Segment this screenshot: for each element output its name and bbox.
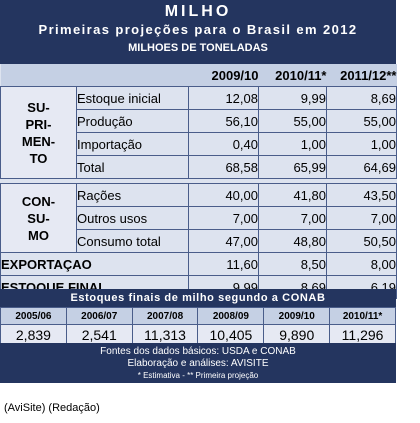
table-row: Total 68,58 65,99 64,69 (1, 155, 397, 179)
footer-sources: Fontes dos dados básicos: USDA e CONAB (100, 346, 296, 357)
cell: 68,58 (188, 155, 259, 179)
cell: 43,50 (326, 183, 397, 207)
footer-notes: * Estimativa - ** Primeira projeção (137, 371, 259, 380)
caption: (AviSite) (Redação) (4, 402, 100, 414)
value-cell: 9,890 (263, 324, 331, 346)
table-row: Importação 0,40 1,00 1,00 (1, 132, 397, 156)
table-row: Consumo total 47,00 48,80 50,50 (1, 229, 397, 253)
cell: 55,00 (326, 109, 397, 133)
row-label: Total (76, 155, 189, 179)
value-cell: 11,313 (131, 324, 199, 346)
value-cell: 2,541 (65, 324, 133, 346)
row-label: Outros usos (76, 206, 189, 230)
cell: 7,00 (188, 206, 259, 230)
row-label: Produção (76, 109, 189, 133)
conab-year-row: 2005/06 2006/07 2007/08 2008/09 2009/10 … (0, 307, 396, 325)
year-cell: 2008/09 (197, 307, 265, 325)
cell: 7,00 (258, 206, 327, 230)
cell: 56,10 (188, 109, 259, 133)
suprimento-label: SU- PRI- MEN- TO (0, 86, 77, 179)
year-cell: 2006/07 (65, 307, 133, 325)
header-row: 2009/10 2010/11* 2011/12** (0, 64, 397, 87)
unit-label: MILHOES DE TONELADAS (128, 42, 268, 54)
col-header: 2009/10 (188, 64, 259, 87)
cell: 40,00 (188, 183, 259, 207)
col-header: 2010/11* (258, 64, 327, 87)
year-cell: 2010/11* (329, 307, 396, 325)
conab-table: 2005/06 2006/07 2007/08 2008/09 2009/10 … (0, 307, 396, 346)
milho-table-image: MILHO Primeiras projeções para o Brasil … (0, 0, 397, 383)
cell: 7,00 (326, 206, 397, 230)
row-label: Importação (76, 132, 189, 156)
year-cell: 2005/06 (0, 307, 67, 325)
year-cell: 2009/10 (263, 307, 331, 325)
cell: 8,69 (326, 86, 397, 110)
cell: 41,80 (258, 183, 327, 207)
cell: 8,00 (326, 252, 397, 276)
year-cell: 2007/08 (131, 307, 199, 325)
cell: 55,00 (258, 109, 327, 133)
cell: 64,69 (326, 155, 397, 179)
table-title: MILHO (164, 3, 232, 20)
value-cell: 2,839 (0, 324, 67, 346)
row-label: Consumo total (76, 229, 189, 253)
table-row: SU- PRI- MEN- TO Estoque inicial 12,08 9… (0, 86, 397, 179)
title-box: MILHO Primeiras projeções para o Brasil … (0, 0, 396, 64)
table-row: CON- SU- MO Rações 40,00 41,80 43,50 (0, 183, 397, 253)
value-cell: 11,296 (329, 324, 396, 346)
cell: 65,99 (258, 155, 327, 179)
cell: 47,00 (188, 229, 259, 253)
cell: 12,08 (188, 86, 259, 110)
row-label: Rações (76, 183, 189, 207)
table-subtitle: Primeiras projeções para o Brasil em 201… (38, 22, 358, 37)
cell: 8,50 (258, 252, 327, 276)
cell: 1,00 (326, 132, 397, 156)
conab-title: Estoques finais de milho segundo a CONAB (0, 289, 396, 307)
cell: 48,80 (258, 229, 327, 253)
cell: 50,50 (326, 229, 397, 253)
col-header: 2011/12** (326, 64, 397, 87)
cell: 0,40 (188, 132, 259, 156)
table-row: Produção 56,10 55,00 55,00 (1, 109, 397, 133)
cell: 1,00 (258, 132, 327, 156)
consumo-label: CON- SU- MO (0, 183, 77, 253)
cell: 11,60 (188, 252, 259, 276)
row-label: EXPORTAÇAO (0, 252, 189, 276)
table-row: EXPORTAÇAO 11,60 8,50 8,00 (0, 252, 397, 276)
footer-analysis: Elaboração e análises: AVISITE (127, 358, 269, 369)
cell: 9,99 (258, 86, 327, 110)
footer: Fontes dos dados básicos: USDA e CONAB E… (0, 343, 396, 383)
projection-table: 2009/10 2010/11* 2011/12** SU- PRI- MEN-… (0, 64, 397, 299)
value-cell: 10,405 (197, 324, 265, 346)
row-label: Estoque inicial (76, 86, 189, 110)
table-row: Outros usos 7,00 7,00 7,00 (1, 206, 397, 230)
conab-value-row: 2,839 2,541 11,313 10,405 9,890 11,296 (0, 324, 396, 346)
